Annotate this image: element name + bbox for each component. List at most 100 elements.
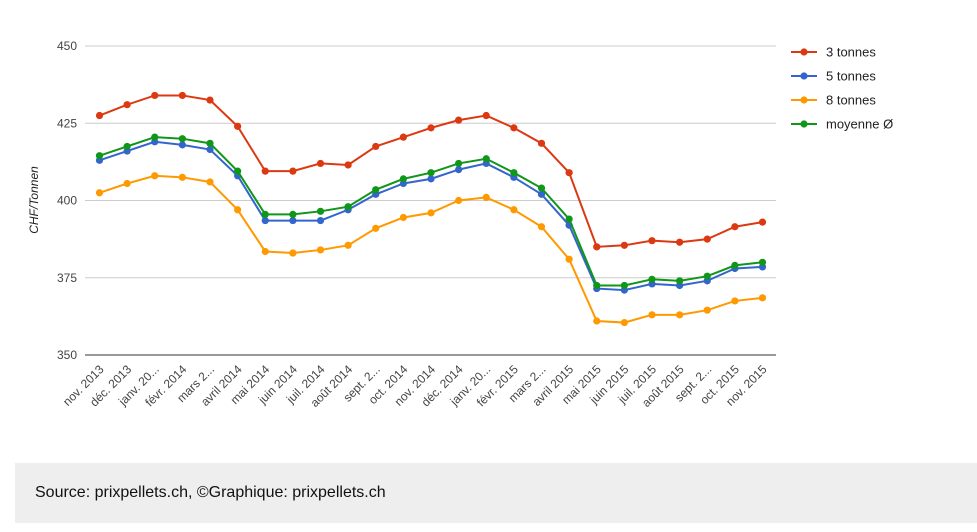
data-point — [372, 186, 380, 194]
data-point — [399, 213, 407, 222]
y-tick-label: 400 — [57, 194, 77, 208]
data-point — [372, 224, 380, 232]
data-point — [427, 175, 435, 183]
series — [95, 133, 767, 290]
data-point — [123, 101, 131, 109]
data-point — [537, 223, 546, 231]
data-point — [648, 275, 656, 283]
data-point — [261, 247, 269, 256]
data-point — [537, 139, 546, 147]
legend-swatch-dot — [800, 120, 808, 128]
data-point — [620, 318, 628, 327]
data-point — [482, 155, 490, 163]
y-tick-label: 375 — [57, 271, 77, 285]
data-point — [289, 216, 297, 225]
y-tick-label: 450 — [57, 39, 77, 53]
legend-item: 5 tonnes — [791, 69, 876, 84]
data-point — [372, 142, 380, 151]
data-point — [648, 311, 656, 319]
series — [95, 172, 767, 327]
data-point — [455, 196, 463, 205]
legend-item: 3 tonnes — [791, 45, 876, 60]
data-point — [593, 243, 601, 251]
source-text: Source: prixpellets.ch, ©Graphique: prix… — [35, 484, 386, 501]
data-point — [206, 96, 214, 104]
data-point — [565, 169, 573, 177]
y-tick-label: 425 — [57, 116, 77, 130]
data-point — [427, 124, 435, 132]
data-point — [206, 178, 214, 186]
data-point — [178, 135, 186, 143]
data-point — [151, 91, 159, 100]
data-point — [234, 167, 242, 175]
data-point — [178, 173, 186, 181]
data-point — [234, 122, 242, 130]
series-lines — [95, 91, 767, 327]
y-tick-label: 350 — [57, 348, 77, 362]
data-point — [537, 190, 546, 198]
data-point — [344, 241, 352, 249]
data-point — [123, 142, 131, 151]
data-point — [620, 241, 628, 249]
gridlines — [85, 45, 776, 356]
data-point — [261, 216, 269, 225]
data-point — [455, 166, 463, 174]
data-point — [316, 216, 325, 225]
data-point — [676, 238, 684, 246]
data-point — [676, 311, 684, 319]
source-bar: Source: prixpellets.ch, ©Graphique: prix… — [15, 463, 977, 523]
data-point — [178, 91, 186, 100]
data-point — [95, 111, 104, 120]
series-line — [99, 174, 763, 324]
data-point — [565, 255, 573, 263]
legend-swatch-dot — [800, 48, 808, 56]
data-point — [482, 193, 490, 202]
data-point — [399, 175, 407, 183]
data-point — [289, 249, 297, 257]
data-point — [316, 246, 325, 254]
series — [95, 91, 767, 251]
legend-label: 8 tonnes — [826, 93, 876, 108]
data-point — [234, 206, 242, 214]
data-point — [510, 124, 518, 132]
data-point — [565, 215, 573, 223]
data-point — [758, 294, 767, 302]
legend-label: moyenne Ø — [826, 117, 893, 132]
legend: 3 tonnes 5 tonnes 8 tonnes moyenne Ø — [791, 45, 893, 132]
data-point — [593, 281, 601, 290]
data-point — [151, 133, 159, 141]
legend-swatch-dot — [800, 96, 808, 104]
data-point — [95, 189, 104, 197]
data-point — [455, 159, 463, 168]
data-point — [731, 261, 739, 269]
y-axis-title: CHF/Tonnen — [27, 166, 41, 234]
data-point — [703, 272, 711, 280]
data-point — [344, 161, 352, 169]
data-point — [316, 207, 325, 215]
y-axis-ticks: 350 375 400 425 450 — [57, 39, 77, 362]
data-point — [510, 206, 518, 214]
legend-item: moyenne Ø — [791, 117, 893, 132]
data-point — [206, 145, 214, 154]
legend-swatch-dot — [800, 72, 808, 80]
data-point — [123, 179, 131, 188]
data-point — [731, 223, 739, 231]
data-point — [482, 111, 490, 120]
data-point — [261, 210, 269, 219]
data-point — [648, 237, 656, 245]
data-point — [95, 152, 104, 160]
data-point — [537, 184, 546, 192]
data-point — [620, 281, 628, 290]
data-point — [758, 218, 767, 226]
data-point — [703, 306, 711, 314]
data-point — [510, 169, 518, 177]
data-point — [455, 116, 463, 124]
line-chart: 350 375 400 425 450 nov. 2013 déc. 2013 janv. … — [27, 39, 893, 410]
data-point — [316, 159, 325, 168]
data-point — [703, 235, 711, 243]
data-point — [289, 167, 297, 175]
data-point — [676, 277, 684, 285]
data-point — [427, 209, 435, 217]
